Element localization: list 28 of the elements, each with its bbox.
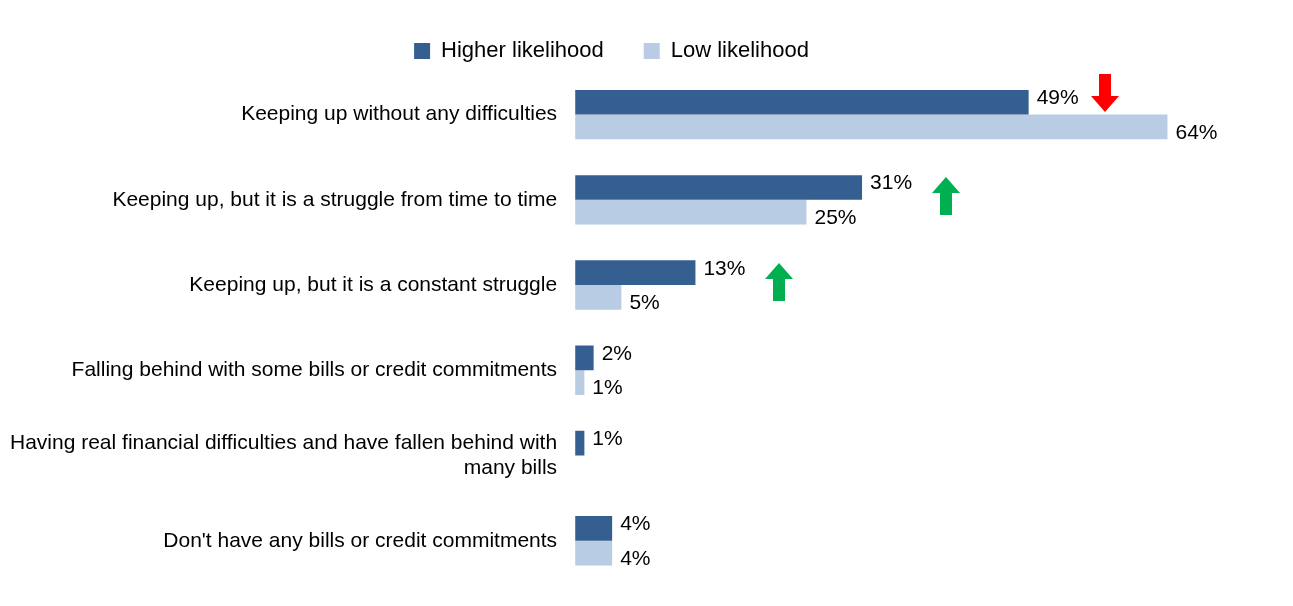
bar: [575, 175, 863, 200]
data-label: 1%: [592, 375, 623, 399]
bar: [575, 89, 1029, 115]
legend-label: Higher likelihood: [441, 37, 604, 63]
bar: [575, 540, 613, 566]
y-tick-label: Having real financial difficulties and have fallen behind with many bills: [9, 429, 558, 478]
bar: [575, 114, 1168, 140]
y-tick-label: Falling behind with some bills or credit commitments: [71, 357, 558, 381]
y-tick-label: Keeping up, but it is a struggle from time to time: [112, 186, 558, 210]
y-tick-label: Keeping up, but it is a constant struggle: [189, 271, 558, 295]
data-label: 5%: [629, 290, 660, 314]
bar: [575, 345, 594, 371]
data-label: 4%: [620, 545, 651, 569]
y-tick-label: Don't have any bills or credit commitments: [163, 527, 558, 551]
data-label: 64%: [1175, 119, 1218, 143]
data-label: 13%: [703, 255, 746, 279]
y-tick-label: Keeping up without any difficulties: [241, 101, 558, 125]
data-label: 1%: [592, 425, 623, 449]
data-label: 31%: [870, 170, 913, 194]
bar: [575, 199, 807, 225]
bar: [575, 260, 696, 286]
bar: [575, 516, 613, 541]
data-label: 49%: [1036, 85, 1079, 109]
data-label: 4%: [620, 511, 651, 535]
bar: [575, 285, 622, 310]
legend-label: Low likelihood: [670, 37, 809, 63]
data-label: 2%: [601, 340, 632, 364]
data-label: 25%: [814, 205, 857, 229]
